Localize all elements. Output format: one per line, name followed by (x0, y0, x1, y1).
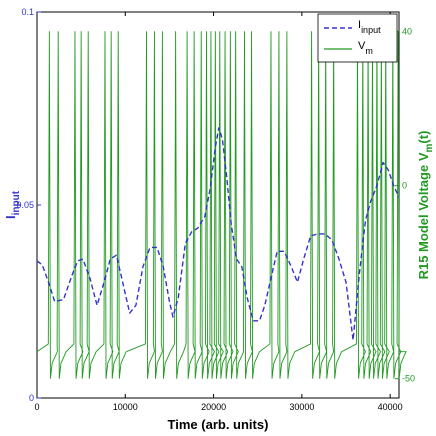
x-tick-label-2: 20000 (201, 402, 226, 412)
legend: Iinput Vm (317, 13, 398, 63)
left-tick-label-0: 0 (29, 393, 34, 403)
right-axis-label-sub: m (424, 144, 435, 153)
left-axis-label: Iinput (3, 190, 22, 219)
left-axis-ticks: 0 0.05 0.1 (16, 7, 41, 403)
right-axis-label-main: R15 Model Voltage V (416, 152, 431, 279)
x-tick-label-1: 10000 (113, 402, 138, 412)
right-tick-label-0: -50 (402, 374, 415, 384)
left-axis-label-sub: input (11, 190, 22, 215)
x-tick-label-3: 30000 (289, 402, 314, 412)
legend-label-vm-sub: m (365, 46, 373, 56)
right-tick-label-2: 40 (402, 26, 412, 36)
x-tick-label-4: 40000 (378, 402, 403, 412)
right-tick-label-1: 0 (402, 181, 407, 191)
left-tick-label-1: 0.05 (16, 200, 34, 210)
left-axis-label-main: I (3, 215, 18, 219)
left-tick-label-2: 0.1 (21, 7, 34, 17)
plot-area (36, 11, 400, 399)
legend-label-iinput-sub: input (361, 25, 381, 35)
x-tick-label-0: 0 (34, 402, 39, 412)
series-line-iinput (36, 127, 400, 341)
x-axis-label: Time (arb. units) (168, 417, 269, 432)
series-layer (36, 31, 407, 379)
legend-label-vm-main: V (358, 40, 366, 52)
legend-box (317, 13, 398, 63)
legend-label-iinput: Iinput (358, 19, 381, 35)
series-line-vm (36, 31, 407, 379)
legend-label-iinput-main: I (358, 19, 361, 31)
right-axis-label: R15 Model Voltage Vm(t) (416, 131, 435, 280)
right-axis-label-end: (t) (416, 131, 431, 144)
legend-label-vm: Vm (358, 40, 373, 56)
